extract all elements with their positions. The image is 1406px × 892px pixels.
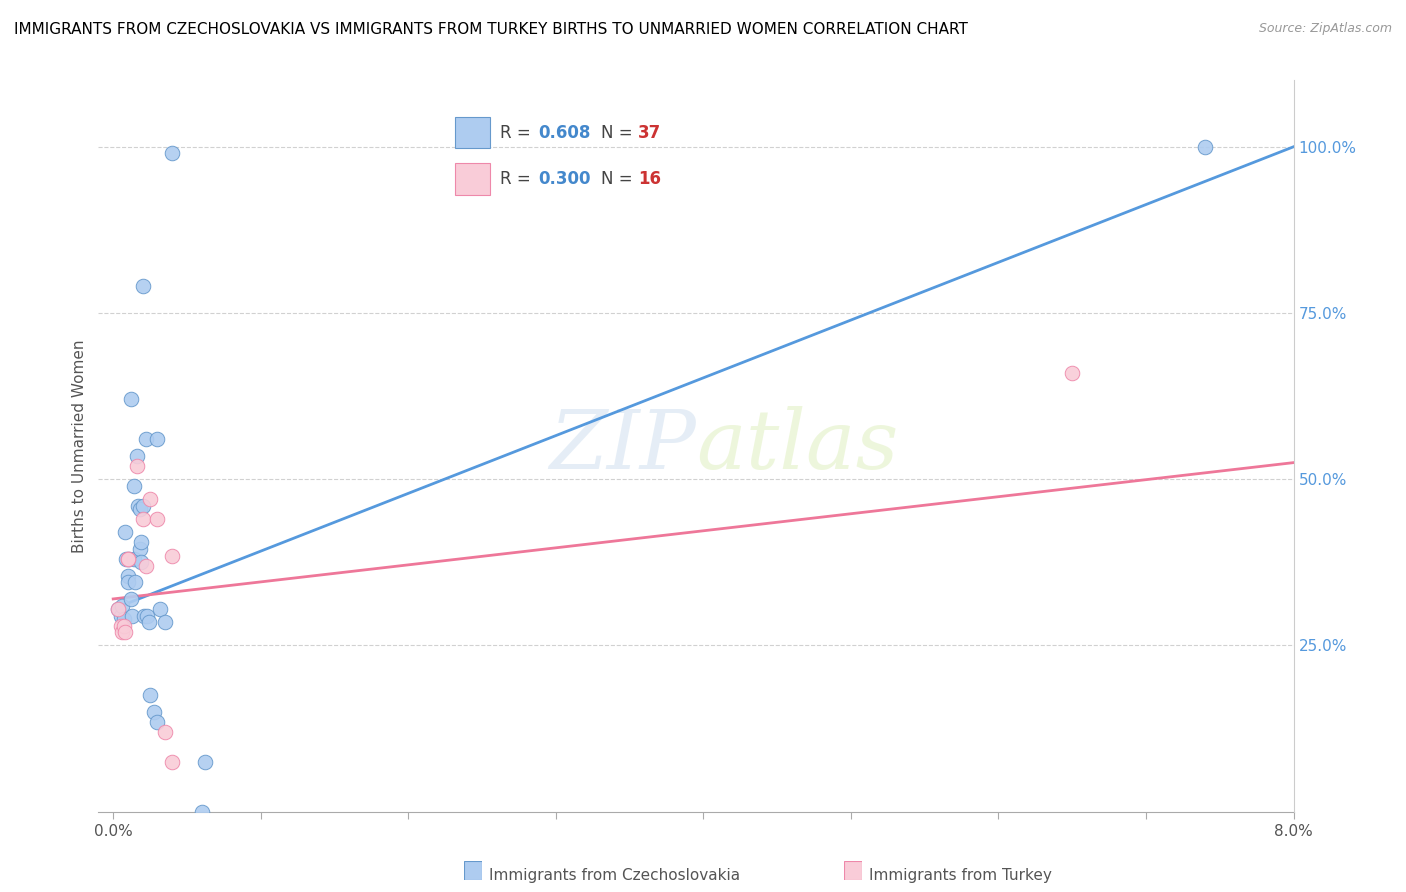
Text: Immigrants from Turkey: Immigrants from Turkey (869, 869, 1052, 883)
Point (125, 449, 148, 463)
Text: IMMIGRANTS FROM CZECHOSLOVAKIA VS IMMIGRANTS FROM TURKEY BIRTHS TO UNMARRIED WOM: IMMIGRANTS FROM CZECHOSLOVAKIA VS IMMIGR… (14, 22, 967, 37)
Point (160, 755, 183, 769)
Point (122, 479, 145, 493)
Point (153, 615, 176, 630)
Point (129, 535, 152, 549)
Point (111, 625, 134, 640)
Point (120, 392, 142, 407)
Text: Immigrants from Czechoslovakia: Immigrants from Czechoslovakia (489, 869, 741, 883)
Point (124, 575, 146, 590)
Point (160, 549, 183, 563)
Point (190, 805, 212, 819)
Point (107, 602, 129, 616)
Point (143, 705, 166, 719)
Point (131, 512, 153, 526)
Point (131, 499, 153, 513)
Point (194, 755, 217, 769)
Text: Source: ZipAtlas.com: Source: ZipAtlas.com (1258, 22, 1392, 36)
Point (139, 492, 162, 507)
Point (153, 725, 176, 739)
Point (160, 146, 183, 161)
Point (112, 612, 135, 626)
Point (117, 568, 139, 582)
Point (146, 433, 169, 447)
Point (128, 502, 150, 516)
Text: atlas: atlas (696, 406, 898, 486)
Point (120, 591, 142, 606)
Point (122, 552, 145, 566)
Point (138, 615, 160, 630)
Point (110, 608, 132, 623)
Text: ZIP: ZIP (550, 406, 696, 486)
Point (115, 552, 138, 566)
Point (128, 542, 150, 557)
Point (114, 525, 136, 540)
Point (121, 608, 143, 623)
Point (146, 512, 169, 526)
Point (146, 714, 169, 729)
Point (127, 499, 149, 513)
Point (1194, 140, 1216, 154)
Point (112, 618, 135, 632)
Point (135, 558, 157, 573)
Point (135, 433, 157, 447)
Point (117, 552, 139, 566)
Point (149, 602, 172, 616)
Point (136, 608, 159, 623)
Point (125, 458, 148, 473)
Point (131, 279, 153, 293)
Point (110, 618, 132, 632)
Point (1062, 366, 1084, 380)
Point (117, 575, 139, 590)
Point (114, 625, 136, 640)
Point (117, 552, 139, 566)
Point (129, 555, 152, 569)
Point (107, 602, 129, 616)
Point (111, 599, 134, 613)
Y-axis label: Births to Unmarried Women: Births to Unmarried Women (72, 339, 87, 553)
Point (134, 608, 156, 623)
Point (118, 552, 141, 566)
Point (139, 689, 162, 703)
